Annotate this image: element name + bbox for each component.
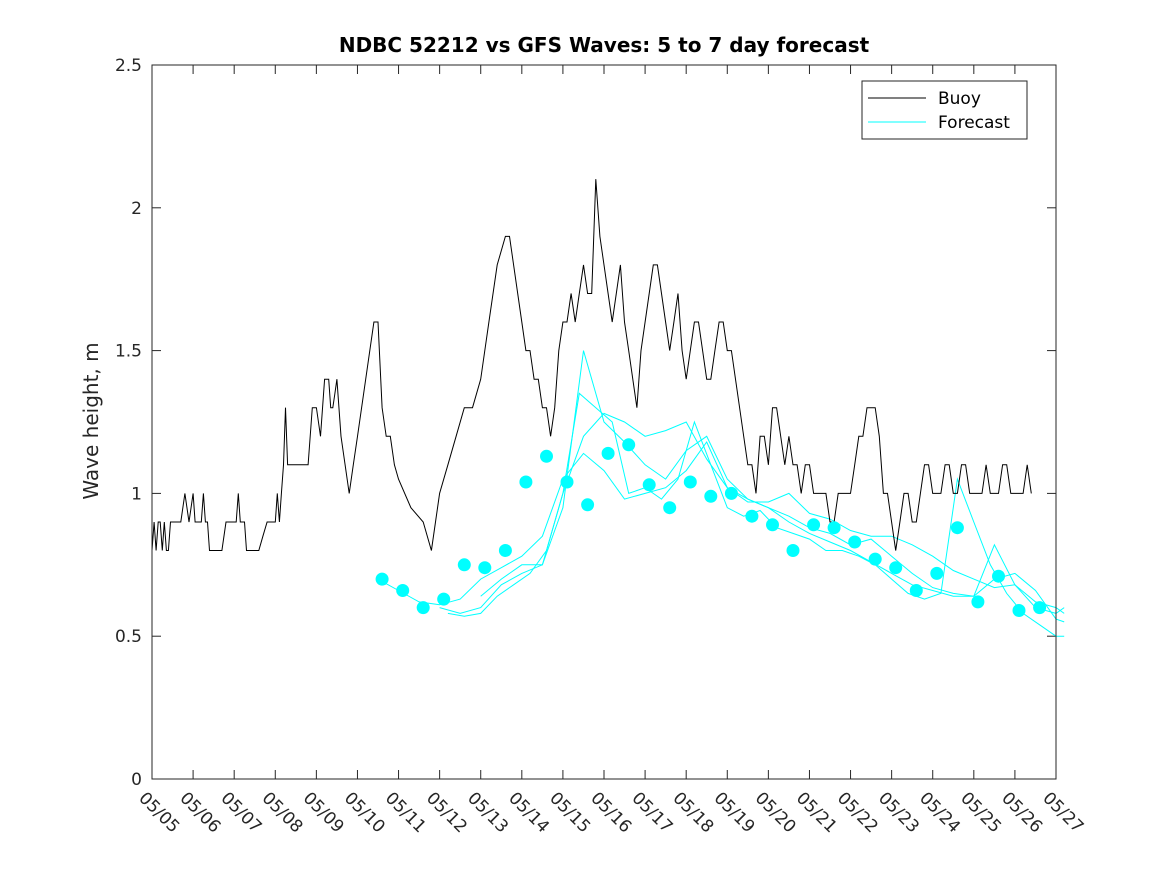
y-tick-label: 2 [131,199,142,219]
forecast-point [642,478,656,492]
forecast-point [971,595,985,609]
chart-title: NDBC 52212 vs GFS Waves: 5 to 7 day fore… [339,33,870,57]
forecast-point [560,475,574,489]
buoy-series-line [151,179,1032,551]
legend-forecast-label: Forecast [938,113,1010,133]
legend: Buoy Forecast [861,80,1028,140]
plot-frame [151,64,1057,780]
forecast-point [724,486,738,500]
legend-box [861,80,1028,140]
forecast-point [766,518,779,532]
forecast-point [683,475,697,489]
forecast-point [848,535,862,549]
forecast-point [909,584,923,597]
y-tick-label: 1.5 [115,342,142,362]
y-axis-label: Wave height, m [79,342,103,499]
forecast-point [786,544,800,557]
forecast-point [498,544,512,557]
legend-buoy-label: Buoy [938,89,981,109]
forecast-point [416,601,430,615]
forecast-point [540,449,553,463]
y-tick-label: 1 [131,484,142,504]
forecast-point [1012,604,1026,617]
forecast-point [745,509,759,523]
forecast-point [663,501,677,515]
y-tick-label: 2.5 [115,56,142,76]
forecast-point [930,566,944,580]
forecast-point [581,498,595,512]
forecast-point [889,561,903,575]
forecast-point [622,438,636,452]
forecast-point [704,489,718,503]
y-tick-label: 0 [131,770,142,790]
forecast-point [1033,601,1047,615]
forecast-point [437,592,451,606]
forecast-point [868,552,882,566]
forecast-point [950,521,964,535]
forecast-point [478,561,492,575]
forecast-point [375,572,389,586]
forecast-point [519,475,533,489]
forecast-run-line [480,412,1065,614]
forecast-point [601,446,615,460]
forecast-point [992,569,1005,583]
forecast-point [807,518,821,532]
forecast-point [457,558,471,572]
forecast-point [396,584,410,597]
y-tick-label: 0.5 [115,627,142,647]
forecast-point [827,521,841,535]
